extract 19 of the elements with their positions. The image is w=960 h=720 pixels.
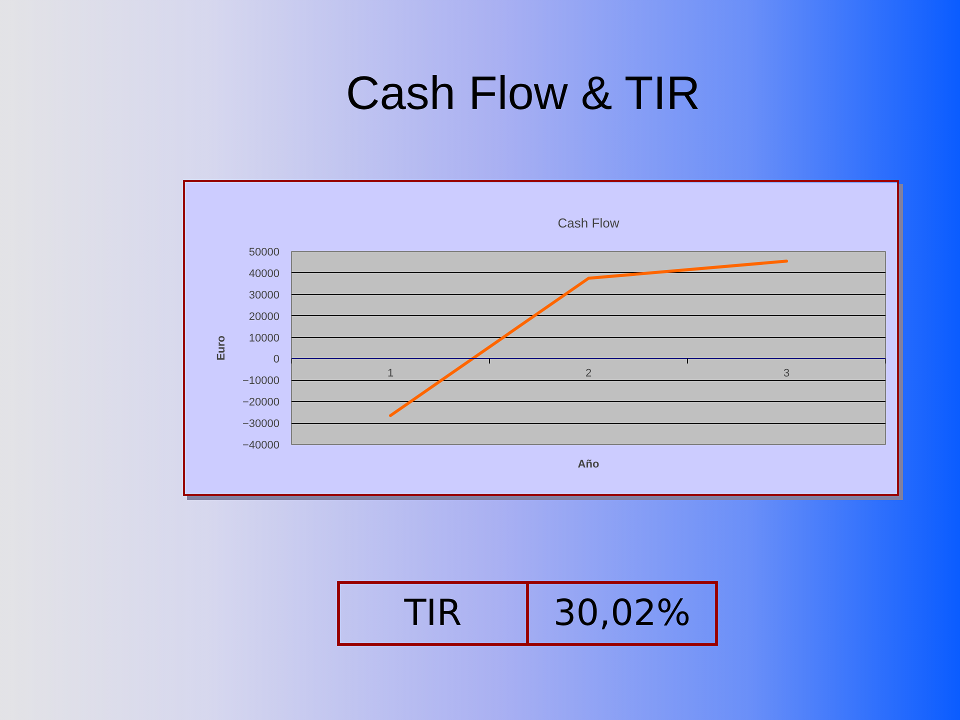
text: 30,02% — [528, 582, 716, 644]
x-tick-label: 1 — [387, 368, 394, 380]
y-tick-label: −40000 — [242, 440, 280, 452]
chart-subtitle: Cash Flow — [558, 216, 620, 230]
x-tick-label: 2 — [585, 368, 592, 380]
y-tick-label: 50000 — [248, 246, 280, 258]
y-tick-label: −30000 — [242, 418, 280, 430]
y-axis-title: Euro — [215, 335, 228, 361]
text: TIR — [338, 582, 528, 644]
y-tick-label: 0 — [273, 354, 280, 366]
chart-title: Cash Flow & TIR — [346, 66, 700, 119]
y-tick-label: 20000 — [248, 310, 280, 323]
y-tick-label: −20000 — [242, 396, 280, 409]
y-tick-label: 40000 — [248, 268, 280, 280]
y-tick-label: 10000 — [248, 332, 280, 344]
y-tick-label: −10000 — [242, 375, 280, 388]
y-tick-label: 30000 — [248, 289, 280, 302]
x-axis-title: Año — [578, 458, 600, 470]
x-tick-label: 3 — [783, 368, 790, 380]
